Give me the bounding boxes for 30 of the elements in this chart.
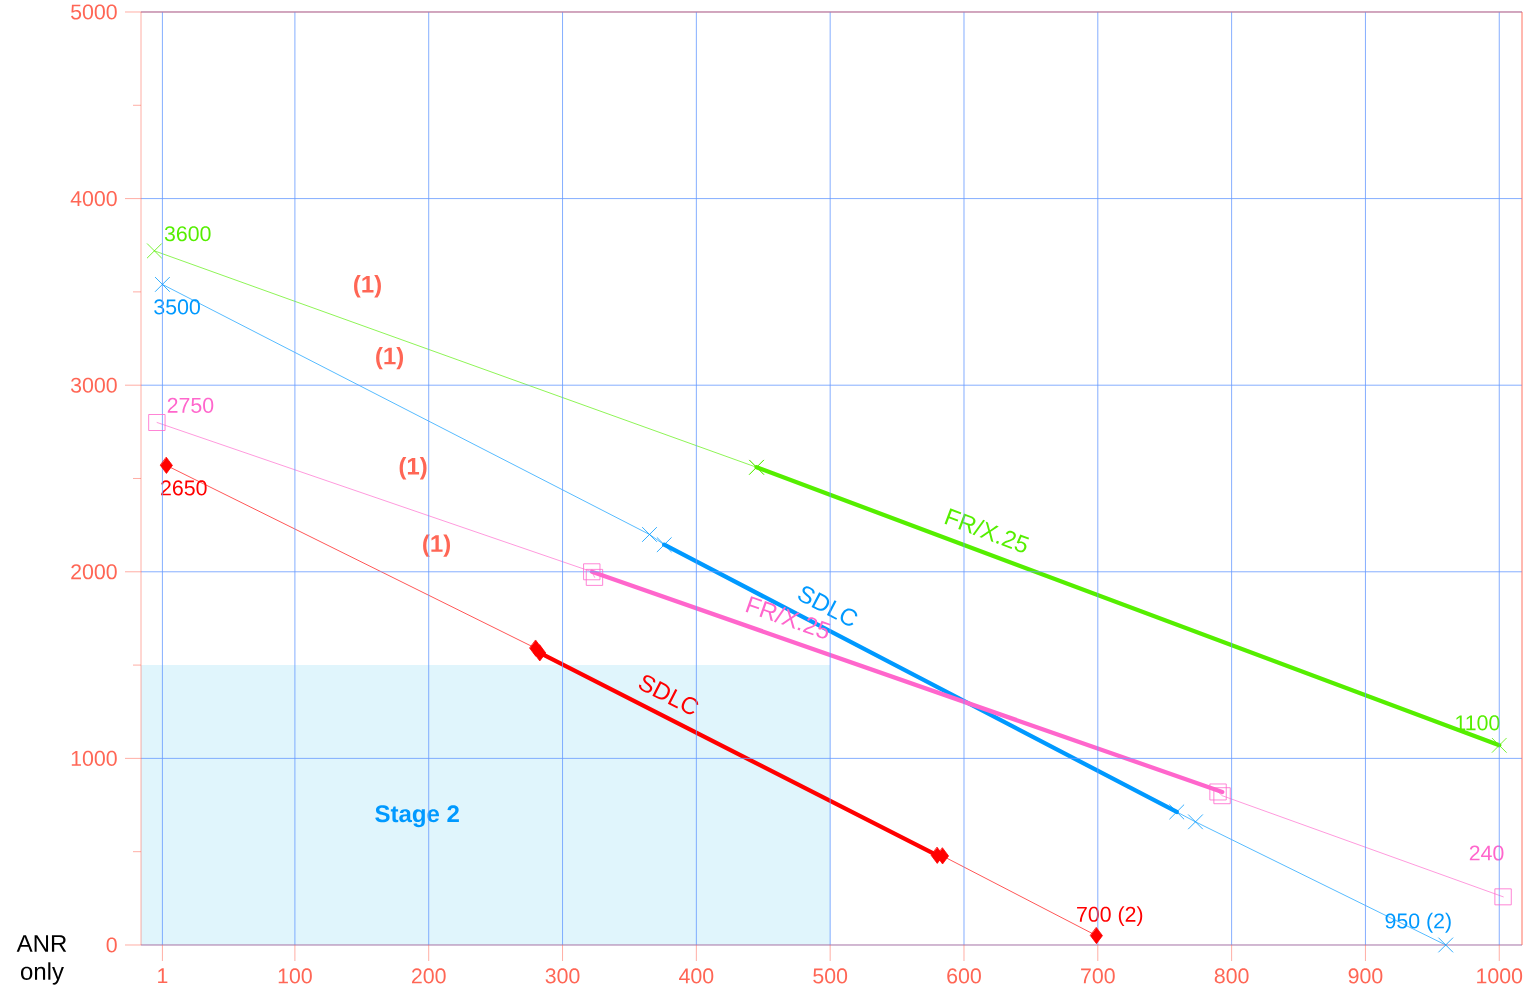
y-tick-label: 3000 bbox=[70, 377, 117, 393]
y-tick-label: 2000 bbox=[71, 564, 117, 580]
annotation: 2650 bbox=[161, 480, 207, 496]
annotation: 950 (2) bbox=[1385, 912, 1451, 933]
x-tick-label: 1000 bbox=[1477, 968, 1523, 984]
x-tick-label: 700 bbox=[1081, 968, 1115, 984]
annotation: 3500 bbox=[154, 299, 200, 315]
x-tick-label: 300 bbox=[545, 968, 580, 984]
text: SDLC bbox=[638, 675, 699, 715]
x-tick-label: 600 bbox=[947, 968, 981, 984]
x-tick-label: 100 bbox=[278, 968, 312, 984]
annotation: 2750 bbox=[167, 397, 214, 413]
annotation: (1) bbox=[354, 275, 381, 298]
y-tick-label: 0 bbox=[106, 937, 117, 953]
annotation: 700 (2) bbox=[1077, 906, 1143, 927]
annotation: 3600 bbox=[164, 226, 211, 242]
annotation: Stage 2 bbox=[375, 805, 459, 828]
annotation: 1100 bbox=[1456, 715, 1500, 731]
y-tick-label: 4000 bbox=[70, 191, 117, 207]
x-tick-label: 800 bbox=[1214, 968, 1249, 984]
x-tick-label: 1 bbox=[158, 968, 168, 984]
x-tick-label: 500 bbox=[813, 968, 848, 984]
y-tick-label: 1000 bbox=[71, 750, 117, 766]
text: ANR only bbox=[16, 935, 67, 985]
y-tick-label: 5000 bbox=[71, 4, 117, 20]
x-tick-label: 900 bbox=[1348, 968, 1383, 984]
x-tick-label: 200 bbox=[411, 968, 446, 984]
annotation: (1) bbox=[399, 457, 427, 480]
annotation: (1) bbox=[376, 346, 404, 370]
x-tick-label: 400 bbox=[679, 968, 714, 984]
